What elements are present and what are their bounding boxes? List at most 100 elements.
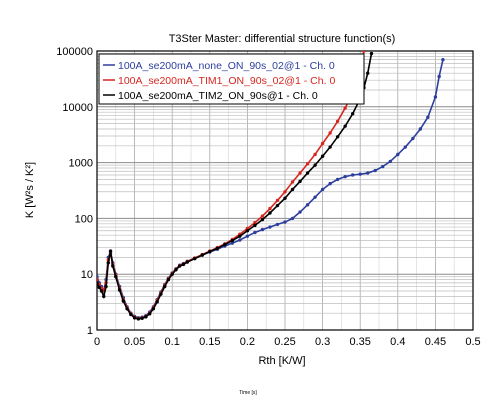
data-point <box>253 220 257 225</box>
series-line-3 <box>97 53 373 320</box>
data-point <box>305 171 310 175</box>
data-point <box>411 136 415 141</box>
data-point <box>238 238 242 242</box>
data-point <box>97 275 99 279</box>
data-point <box>151 307 156 311</box>
data-point <box>215 246 220 251</box>
data-point <box>320 154 325 158</box>
data-point <box>99 289 104 293</box>
data-point <box>162 284 167 289</box>
data-point <box>313 195 317 199</box>
data-point <box>358 172 362 176</box>
x-tick-label: 0.45 <box>425 336 446 348</box>
y-tick-label: 100 <box>75 213 93 225</box>
data-point <box>104 284 108 289</box>
data-point <box>290 187 295 192</box>
data-point <box>166 277 171 282</box>
data-point <box>193 256 197 261</box>
data-point <box>159 292 163 296</box>
data-point <box>147 312 152 316</box>
data-point <box>117 288 122 292</box>
data-point <box>121 299 126 303</box>
data-point <box>335 177 340 182</box>
data-point <box>328 181 332 186</box>
data-point <box>373 168 377 173</box>
x-tick-label: 0.05 <box>124 336 145 348</box>
data-point <box>298 210 302 214</box>
data-point <box>170 272 174 276</box>
data-point <box>343 106 347 110</box>
data-point <box>129 312 133 317</box>
data-point <box>328 131 332 135</box>
x-tick-label: 0.4 <box>390 336 405 348</box>
data-point <box>381 164 385 169</box>
data-point <box>106 261 110 265</box>
data-point <box>343 174 347 179</box>
data-point <box>260 217 265 222</box>
caption-time: Time [s] <box>239 390 257 396</box>
data-point <box>437 74 441 79</box>
series-layer <box>97 51 445 321</box>
x-tick-label: 0.15 <box>199 336 220 348</box>
data-point <box>366 71 370 75</box>
x-axis-label: Rth [K/W] <box>258 355 305 367</box>
data-point <box>343 124 347 128</box>
data-point <box>290 216 295 221</box>
data-point <box>230 241 235 245</box>
data-point <box>328 145 332 149</box>
data-point <box>426 115 430 119</box>
data-point <box>313 152 317 157</box>
legend-entry-3: 100A_se200mA_TIM2_ON_90s@1 - Ch. 0 <box>118 90 318 102</box>
data-point <box>268 225 272 229</box>
data-point <box>245 229 250 233</box>
plot-frame <box>96 50 474 331</box>
y-tick-label: 1 <box>87 325 93 337</box>
series-3 <box>97 51 374 321</box>
y-tick-label: 1000 <box>69 158 93 170</box>
x-tick-label: 0 <box>94 336 100 348</box>
data-point <box>253 223 257 228</box>
data-point <box>97 285 101 290</box>
tick-layer: 0 0.05 0.1 0.15 0.2 0.25 0.3 0.35 0.4 0.45 0.5 1 10 1… <box>56 46 480 348</box>
data-point <box>97 281 99 285</box>
data-point <box>362 51 366 53</box>
x-tick-label: 0.1 <box>165 336 180 348</box>
data-point <box>108 249 113 253</box>
data-point <box>290 180 295 184</box>
data-point <box>275 198 280 203</box>
data-point <box>223 242 227 247</box>
data-point <box>260 227 265 232</box>
x-tick-label: 0.25 <box>274 336 295 348</box>
data-point <box>260 214 265 218</box>
data-point <box>283 196 287 200</box>
data-point <box>350 173 355 177</box>
data-point <box>185 260 189 264</box>
legend: 100A_se200mA_none_ON_90s_02@1 - Ch. 0 10… <box>98 53 365 105</box>
data-point <box>335 119 340 123</box>
data-point <box>144 315 148 319</box>
y-tick-label: 10000 <box>62 102 93 114</box>
data-point <box>313 163 317 167</box>
data-point <box>305 203 310 207</box>
data-point <box>396 152 400 157</box>
data-point <box>275 222 280 227</box>
y-tick-label: 100000 <box>56 46 93 58</box>
x-tick-label: 0.3 <box>315 336 330 348</box>
data-point <box>253 230 257 235</box>
data-point <box>388 159 392 164</box>
data-point <box>275 203 280 208</box>
data-point <box>155 300 159 304</box>
data-point <box>140 316 144 321</box>
data-point <box>418 127 423 131</box>
data-point <box>305 162 310 166</box>
data-point <box>268 206 272 211</box>
data-point <box>114 275 118 279</box>
data-point <box>230 238 235 243</box>
data-point <box>335 135 340 139</box>
legend-entry-1: 100A_se200mA_none_ON_90s_02@1 - Ch. 0 <box>118 60 335 72</box>
data-point <box>433 95 438 99</box>
data-point <box>369 51 374 56</box>
legend-entry-2: 100A_se200mA_TIM1_ON_90s_02@1 - Ch. 0 <box>118 75 335 87</box>
